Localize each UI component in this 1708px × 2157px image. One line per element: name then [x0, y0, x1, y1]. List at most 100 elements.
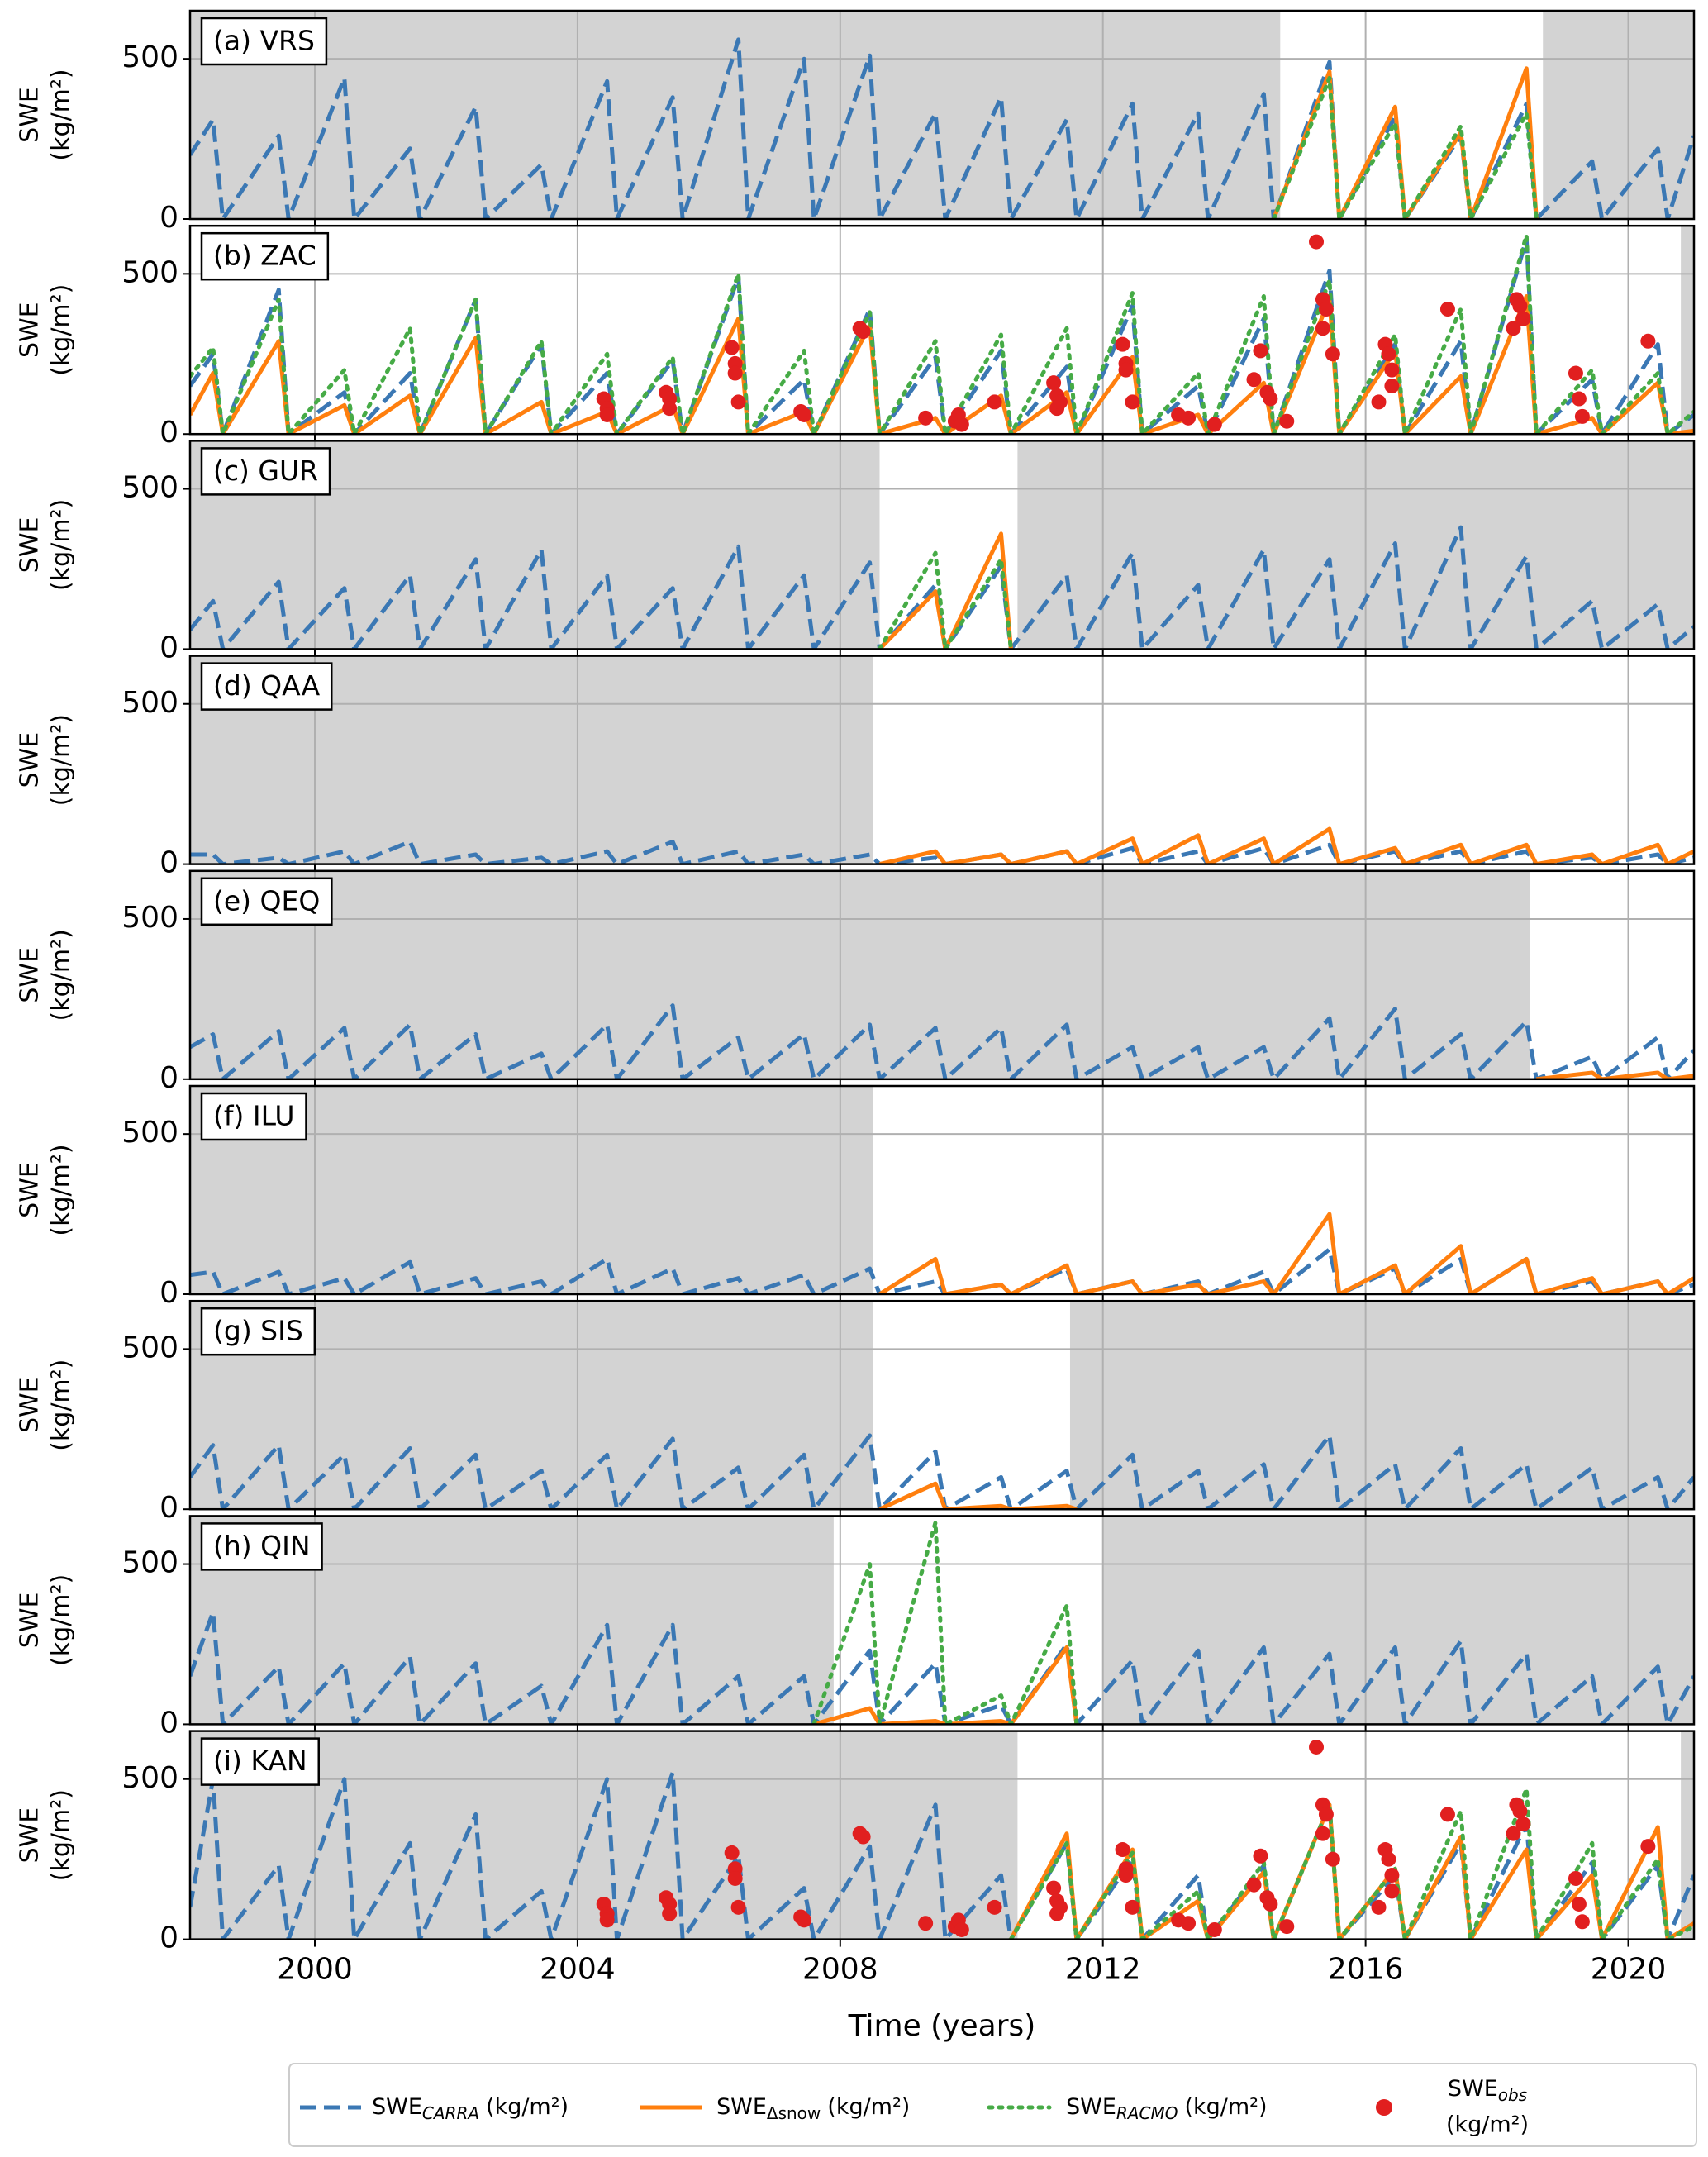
- obs-point: [730, 1899, 746, 1915]
- obs-point: [1125, 1899, 1140, 1915]
- y-tick-label: 500: [121, 255, 178, 289]
- obs-point: [1640, 1839, 1656, 1855]
- obs-point: [987, 394, 1002, 410]
- panel-label-box: [200, 1522, 323, 1571]
- x-tick-label: 2008: [802, 1953, 878, 1987]
- y-tick-label: 500: [121, 1546, 178, 1580]
- plot-frame: [188, 224, 1696, 436]
- plot-frame: [188, 1084, 1696, 1296]
- legend-label-sub: obs: [1498, 2085, 1527, 2105]
- obs-point: [1318, 302, 1334, 317]
- obs-point: [1053, 394, 1068, 410]
- y-tick-label: 0: [159, 846, 178, 880]
- obs-point: [1571, 1896, 1587, 1912]
- panel-label: (a) VRS: [213, 25, 315, 57]
- y-axis-label: SWE: [16, 302, 45, 358]
- y-axis-label: SWE: [16, 1807, 45, 1864]
- obs-point: [797, 1912, 812, 1928]
- series-line: [1272, 66, 1539, 219]
- y-axis-label: SWE: [16, 87, 45, 143]
- obs-point: [1439, 1807, 1455, 1822]
- panel-label-box: [200, 447, 331, 496]
- obs-point: [1206, 417, 1222, 432]
- no-data-shade: [1543, 11, 1694, 219]
- obs-point: [1568, 1870, 1583, 1886]
- y-tick-label: 0: [159, 1921, 178, 1955]
- series-line: [811, 1520, 1079, 1725]
- obs-point: [724, 340, 740, 355]
- y-axis-label: (kg/m²): [47, 1359, 76, 1451]
- obs-point: [1125, 394, 1140, 410]
- obs-point: [1279, 1919, 1295, 1935]
- obs-point: [1515, 1817, 1531, 1832]
- y-tick-label: 0: [159, 1061, 178, 1095]
- legend-label-unit: (kg/m²): [486, 2094, 569, 2120]
- panel-label-box: [200, 877, 333, 926]
- y-tick-label: 0: [159, 631, 178, 664]
- obs-point: [1439, 302, 1455, 317]
- panel-label: (g) SIS: [213, 1315, 303, 1347]
- y-tick-label: 0: [159, 416, 178, 450]
- obs-point: [1118, 362, 1134, 378]
- x-tick-label: 2000: [277, 1953, 353, 1987]
- y-tick-label: 500: [121, 1331, 178, 1364]
- obs-point: [1371, 1899, 1387, 1915]
- panel-label-box: [200, 231, 330, 281]
- series-line: [1008, 1786, 1694, 1940]
- plot-frame: [188, 1730, 1696, 1940]
- legend-label: SWEΔsnow (kg/m²): [716, 2094, 910, 2123]
- panel-label: (h) QIN: [213, 1530, 311, 1562]
- obs-point: [1506, 1826, 1521, 1841]
- obs-point: [1381, 1851, 1396, 1867]
- y-axis-label: (kg/m²): [47, 714, 76, 806]
- obs-point: [1325, 1851, 1340, 1867]
- obs-point: [1325, 346, 1340, 362]
- y-axis-label: SWE: [16, 1593, 45, 1649]
- obs-point: [1253, 1848, 1268, 1864]
- x-tick-label: 2004: [540, 1953, 616, 1987]
- obs-point: [1181, 1916, 1197, 1931]
- obs-point: [855, 1829, 871, 1845]
- series-line: [878, 1481, 1078, 1510]
- obs-point: [730, 394, 746, 410]
- obs-point: [1371, 394, 1387, 410]
- y-axis-label: (kg/m²): [47, 1574, 76, 1666]
- obs-point: [1263, 1896, 1278, 1912]
- obs-point: [1571, 391, 1587, 407]
- obs-point: [662, 401, 678, 417]
- y-axis-label: SWE: [16, 1377, 45, 1433]
- y-axis-label: SWE: [16, 732, 45, 788]
- legend-label-sub: CARRA: [422, 2103, 479, 2123]
- series-line: [190, 1610, 1694, 1725]
- legend-label: SWEobs: [1448, 2076, 1527, 2105]
- obs-point: [1515, 311, 1531, 326]
- obs-point: [1053, 1899, 1068, 1915]
- panel-label-box: [200, 1092, 307, 1141]
- obs-point: [1568, 365, 1583, 381]
- x-tick-label: 2012: [1065, 1953, 1141, 1987]
- obs-point: [599, 1912, 615, 1928]
- series-line: [190, 1247, 1694, 1294]
- legend-label-base: SWE: [716, 2094, 767, 2120]
- obs-point: [1279, 413, 1295, 429]
- x-axis-label: Time (years): [848, 2009, 1036, 2043]
- y-axis-label: (kg/m²): [47, 1144, 76, 1236]
- obs-point: [1315, 1826, 1330, 1841]
- y-axis-label: SWE: [16, 1162, 45, 1218]
- series-line: [878, 1212, 1694, 1294]
- obs-point: [1318, 1807, 1334, 1822]
- plot-frame: [188, 9, 1696, 221]
- legend-label-sub: RACMO: [1116, 2103, 1178, 2123]
- y-tick-label: 500: [121, 1116, 178, 1150]
- x-tick-label: 2016: [1328, 1953, 1404, 1987]
- obs-point: [724, 1845, 740, 1860]
- obs-point: [1574, 408, 1590, 424]
- obs-point: [954, 417, 969, 432]
- legend-label-base: SWE: [1066, 2094, 1116, 2120]
- obs-point: [1253, 343, 1268, 359]
- y-tick-label: 500: [121, 40, 178, 74]
- panel-label-box: [200, 1307, 316, 1356]
- y-tick-label: 0: [159, 201, 178, 235]
- no-data-shade: [1102, 1516, 1694, 1725]
